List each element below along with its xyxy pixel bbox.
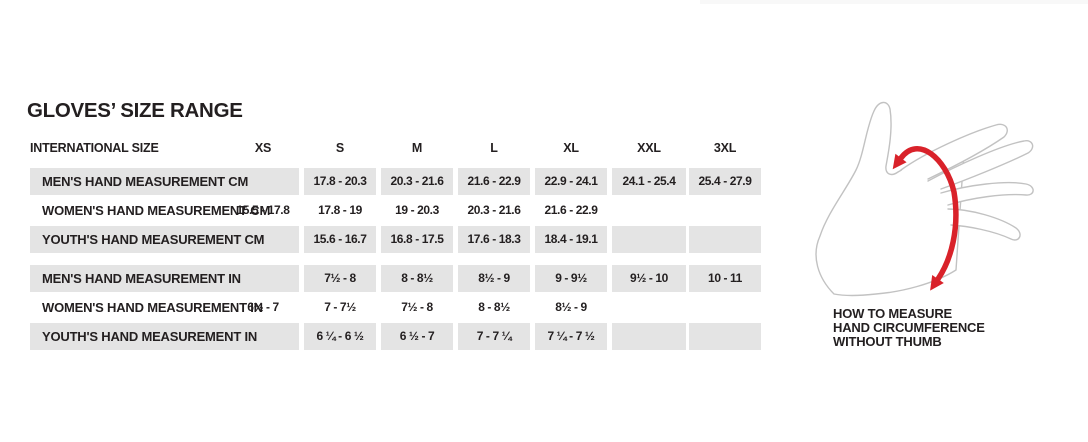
- size-cell: 10 - 11: [689, 265, 761, 292]
- column-header-3xl: 3XL: [713, 141, 737, 155]
- size-cell: 17.6 - 18.3: [458, 226, 530, 253]
- size-cell: 19 - 20.3: [395, 203, 439, 217]
- size-cell: 7 - 7½: [324, 300, 356, 314]
- column-header-s: S: [335, 141, 345, 155]
- measure-arrow-icon: [892, 146, 959, 291]
- size-cell: 6 ½ - 7: [381, 323, 453, 350]
- size-cell: 8½ - 9: [555, 300, 587, 314]
- size-cell-empty: [612, 226, 686, 253]
- size-cell: 21.6 - 22.9: [458, 168, 530, 195]
- size-cell: 7½ - 8: [304, 265, 376, 292]
- size-cell: 16.8 - 17.5: [381, 226, 453, 253]
- size-cell: 6½ - 7: [247, 300, 279, 314]
- row-label-mens-cm: MEN'S HAND MEASUREMENT CM: [30, 168, 299, 195]
- size-cell: 15.6 - 16.7: [304, 226, 376, 253]
- size-cell: 8 - 8½: [478, 300, 510, 314]
- size-cell: 20.3 - 21.6: [381, 168, 453, 195]
- column-header-l: L: [490, 141, 498, 155]
- row-label-womens-cm: WOMEN'S HAND MEASUREMENT CM: [42, 203, 271, 218]
- caption-line-1: HOW TO MEASURE: [833, 306, 953, 321]
- measure-caption: HOW TO MEASURE HAND CIRCUMFERENCE WITHOU…: [833, 307, 985, 349]
- size-cell: 17.8 - 19: [318, 203, 362, 217]
- column-header-xxl: XXL: [637, 141, 661, 155]
- row-label-youths-cm: YOUTH'S HAND MEASUREMENT CM: [30, 226, 299, 253]
- hand-outline-icon: [815, 101, 1034, 297]
- column-header-international-size: INTERNATIONAL SIZE: [30, 141, 159, 155]
- size-cell: 9½ - 10: [612, 265, 686, 292]
- row-label-womens-in: WOMEN'S HAND MEASUREMENT IN: [42, 300, 263, 315]
- size-cell: 9 - 9½: [535, 265, 607, 292]
- size-cell: 25.4 - 27.9: [689, 168, 761, 195]
- caption-line-3: WITHOUT THUMB: [833, 334, 942, 349]
- size-cell: 8 - 8½: [381, 265, 453, 292]
- row-label-mens-in: MEN'S HAND MEASUREMENT IN: [30, 265, 299, 292]
- column-header-m: M: [411, 141, 423, 155]
- size-cell-empty: [612, 323, 686, 350]
- size-cell: 7 ¼ - 7 ½: [535, 323, 607, 350]
- size-cell: 8½ - 9: [458, 265, 530, 292]
- size-cell: 6 ¼ - 6 ½: [304, 323, 376, 350]
- top-edge-strip: [700, 0, 1088, 4]
- column-header-xl: XL: [563, 141, 579, 155]
- size-cell: 17.8 - 20.3: [304, 168, 376, 195]
- size-cell: 24.1 - 25.4: [612, 168, 686, 195]
- size-cell: 7½ - 8: [401, 300, 433, 314]
- size-cell: 20.3 - 21.6: [467, 203, 521, 217]
- size-cell: 15.5 - 17.8: [236, 203, 290, 217]
- size-cell: 22.9 - 24.1: [535, 168, 607, 195]
- size-cell-empty: [689, 226, 761, 253]
- size-cell-empty: [689, 323, 761, 350]
- page-title: GLOVES’ SIZE RANGE: [27, 99, 243, 122]
- row-label-youths-in: YOUTH'S HAND MEASUREMENT IN: [30, 323, 299, 350]
- size-cell: 21.6 - 22.9: [544, 203, 598, 217]
- caption-line-2: HAND CIRCUMFERENCE: [833, 320, 985, 335]
- size-cell: 7 - 7 ¼: [458, 323, 530, 350]
- size-cell: 18.4 - 19.1: [535, 226, 607, 253]
- column-header-xs: XS: [254, 141, 272, 155]
